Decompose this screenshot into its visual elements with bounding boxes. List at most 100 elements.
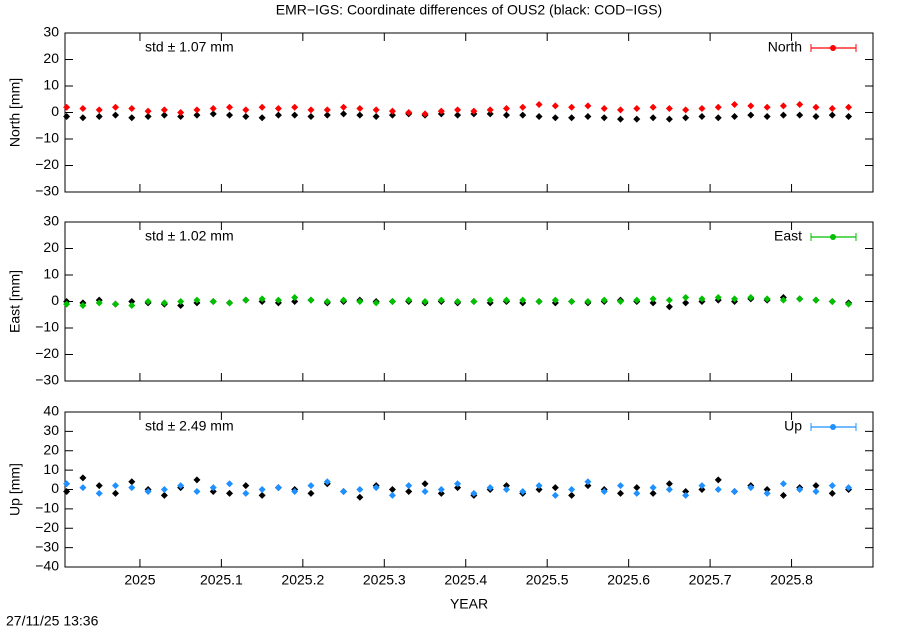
data-point <box>209 105 217 113</box>
data-point <box>665 105 673 113</box>
y-tick-label: −30 <box>35 538 59 554</box>
data-point <box>323 478 331 486</box>
y-tick-label: 10 <box>43 266 59 282</box>
data-point <box>796 101 804 109</box>
data-point <box>649 489 657 497</box>
data-point <box>307 489 315 497</box>
std-annotation: std ± 1.02 mm <box>145 228 234 244</box>
data-point <box>421 487 429 495</box>
data-point <box>177 109 185 116</box>
data-point <box>584 482 592 490</box>
data-point <box>177 482 185 490</box>
data-point <box>779 296 787 304</box>
data-point <box>160 106 168 114</box>
data-point <box>356 298 364 305</box>
data-point <box>258 103 266 111</box>
data-point <box>274 105 282 113</box>
data-point <box>112 111 119 119</box>
y-tick-label: −20 <box>35 345 59 361</box>
data-point <box>486 106 494 114</box>
data-point <box>649 114 657 122</box>
data-point <box>95 106 103 114</box>
y-tick-label: 40 <box>43 403 59 419</box>
y-tick-label: 20 <box>43 441 59 457</box>
x-tick-label: 2025.1 <box>200 572 243 588</box>
y-tick-label: −40 <box>35 558 59 574</box>
data-point <box>796 486 804 493</box>
x-tick-label: 2025.8 <box>770 572 813 588</box>
data-point <box>714 294 722 302</box>
data-point <box>600 114 608 122</box>
data-point <box>617 489 624 497</box>
data-point <box>535 486 543 493</box>
data-point <box>388 486 396 493</box>
data-point <box>665 480 673 488</box>
data-point <box>340 103 348 111</box>
data-point <box>796 111 804 119</box>
data-point <box>79 105 87 113</box>
data-point <box>454 298 462 305</box>
data-point <box>372 484 380 492</box>
data-point <box>242 112 250 120</box>
data-point <box>714 114 722 122</box>
data-point <box>698 105 706 113</box>
data-point <box>242 296 250 304</box>
legend-label: Up <box>784 418 802 434</box>
std-annotation: std ± 2.49 mm <box>145 418 234 434</box>
y-tick-label: 10 <box>43 77 59 93</box>
data-point <box>209 484 217 492</box>
data-point <box>291 103 299 111</box>
data-point <box>682 294 690 302</box>
data-point <box>79 301 87 309</box>
data-point <box>665 296 673 304</box>
data-point <box>95 112 103 120</box>
data-point <box>226 111 234 119</box>
data-point <box>698 295 706 303</box>
y-tick-label: −20 <box>35 519 59 535</box>
data-point <box>600 105 608 113</box>
data-point <box>79 114 87 122</box>
data-point <box>128 298 136 305</box>
data-point <box>144 112 152 120</box>
data-point <box>714 103 722 111</box>
data-point <box>779 480 787 488</box>
data-point <box>470 298 478 305</box>
data-point <box>177 301 185 309</box>
data-point <box>568 298 576 305</box>
data-point <box>307 482 315 490</box>
data-point <box>845 112 853 120</box>
data-point <box>779 102 787 110</box>
data-point <box>486 296 494 304</box>
data-point <box>95 489 103 497</box>
data-point <box>649 299 657 307</box>
data-point <box>600 296 608 304</box>
data-point <box>617 115 624 123</box>
data-point <box>779 491 787 499</box>
data-point <box>356 111 364 119</box>
data-point <box>454 106 462 114</box>
data-point <box>568 486 576 493</box>
data-point <box>323 111 331 119</box>
data-point <box>421 298 429 305</box>
chart-title: EMR−IGS: Coordinate differences of OUS2 … <box>276 2 662 18</box>
data-point <box>698 112 706 120</box>
data-point <box>535 482 543 490</box>
data-point <box>502 486 510 493</box>
y-tick-label: 10 <box>43 461 59 477</box>
data-point <box>747 294 755 302</box>
data-point <box>356 493 364 501</box>
data-point <box>828 298 836 305</box>
data-point <box>291 294 299 302</box>
data-point <box>160 491 168 499</box>
data-point <box>405 487 413 495</box>
data-point <box>226 489 234 497</box>
data-point <box>779 111 787 119</box>
data-point <box>828 489 836 497</box>
data-point <box>617 106 624 114</box>
data-point <box>535 112 543 120</box>
data-point <box>405 296 413 304</box>
data-point <box>209 487 217 495</box>
data-point <box>63 300 71 308</box>
data-point <box>421 110 429 118</box>
data-point <box>812 296 820 304</box>
